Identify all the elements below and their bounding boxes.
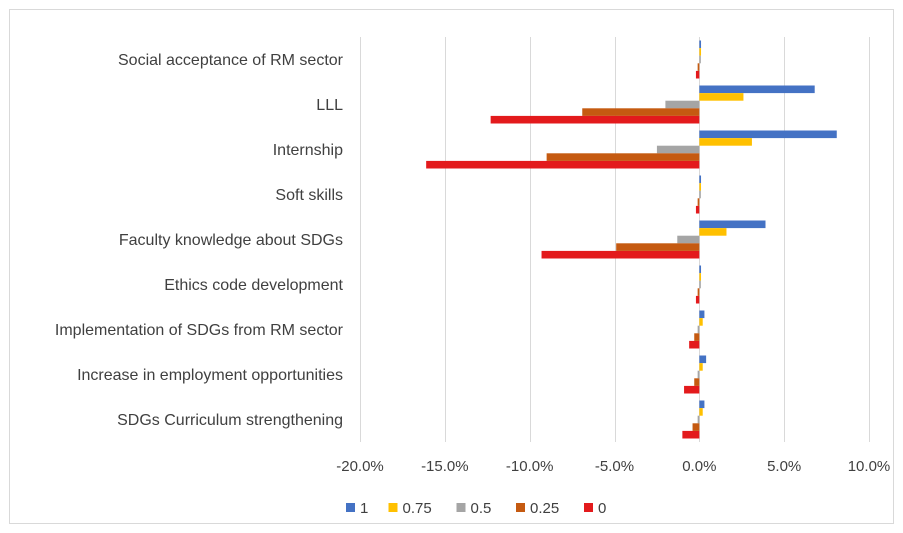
bar-0.75 bbox=[699, 363, 702, 371]
bar-0.5 bbox=[699, 56, 701, 64]
legend-label: 0.5 bbox=[471, 500, 492, 517]
bar-0 bbox=[426, 161, 699, 169]
bar-0.25 bbox=[694, 333, 699, 341]
bar-0 bbox=[491, 116, 700, 124]
category-label: Internship bbox=[273, 142, 343, 159]
legend-label: 0 bbox=[598, 500, 606, 517]
bar-0 bbox=[682, 431, 699, 439]
bars bbox=[426, 41, 837, 439]
legend-swatch-1 bbox=[346, 503, 355, 512]
category-label: Faculty knowledge about SDGs bbox=[119, 232, 343, 249]
bar-0.5 bbox=[698, 326, 700, 334]
x-tick-label: 0.0% bbox=[682, 458, 716, 475]
bar-0.75 bbox=[699, 273, 701, 281]
legend-label: 0.25 bbox=[530, 500, 559, 517]
category-label: Social acceptance of RM sector bbox=[118, 52, 344, 69]
legend: 1 0.75 0.5 0.25 0 bbox=[346, 500, 606, 517]
x-tick-label: -5.0% bbox=[595, 458, 634, 475]
bar-0.75 bbox=[699, 183, 701, 191]
bar-0.75 bbox=[699, 318, 702, 326]
legend-swatch-0.5 bbox=[457, 503, 466, 512]
bar-0.25 bbox=[694, 378, 699, 386]
bar-0.25 bbox=[582, 108, 699, 116]
bar-0.5 bbox=[665, 101, 699, 109]
gridlines bbox=[361, 37, 870, 442]
bar-0.25 bbox=[547, 153, 700, 161]
bar-0.5 bbox=[699, 191, 701, 199]
x-tick-label: 5.0% bbox=[767, 458, 801, 475]
category-label: Soft skills bbox=[275, 187, 343, 204]
bar-0.25 bbox=[698, 63, 700, 71]
x-tick-label: -20.0% bbox=[336, 458, 384, 475]
bar-0 bbox=[696, 206, 699, 214]
bar-0.5 bbox=[698, 371, 700, 379]
bar-1 bbox=[699, 356, 706, 364]
bar-1 bbox=[699, 86, 814, 94]
legend-swatch-0.25 bbox=[516, 503, 525, 512]
bar-0.5 bbox=[699, 281, 701, 289]
category-label: Implementation of SDGs from RM sector bbox=[55, 322, 344, 339]
x-tick-label: -15.0% bbox=[421, 458, 469, 475]
category-labels: Social acceptance of RM sector LLL Interns… bbox=[55, 52, 344, 429]
category-label: Increase in employment opportunities bbox=[77, 367, 343, 384]
x-axis-tick-labels: -20.0% -15.0% -10.0% -5.0% 0.0% 5.0% 10.0% bbox=[336, 458, 890, 475]
bar-0.75 bbox=[699, 138, 752, 146]
bar-1 bbox=[699, 131, 836, 139]
legend-swatch-0 bbox=[584, 503, 593, 512]
bar-0.25 bbox=[616, 243, 699, 251]
legend-label: 0.75 bbox=[403, 500, 432, 517]
bar-1 bbox=[699, 176, 701, 184]
bar-1 bbox=[699, 221, 765, 229]
category-label: Ethics code development bbox=[164, 277, 343, 294]
bar-0.75 bbox=[699, 93, 743, 101]
bar-0.75 bbox=[699, 48, 701, 56]
bar-0.75 bbox=[699, 408, 702, 416]
legend-label: 1 bbox=[360, 500, 368, 517]
bar-0.5 bbox=[698, 416, 700, 424]
bar-1 bbox=[699, 311, 704, 319]
bar-0 bbox=[696, 71, 699, 79]
bar-0 bbox=[689, 341, 699, 349]
category-label: LLL bbox=[316, 97, 343, 114]
bar-0.5 bbox=[677, 236, 699, 244]
bar-1 bbox=[699, 401, 704, 409]
bar-0.25 bbox=[698, 198, 700, 206]
bar-0.25 bbox=[698, 288, 700, 296]
category-label: SDGs Curriculum strengthening bbox=[117, 412, 343, 429]
x-tick-label: 10.0% bbox=[848, 458, 891, 475]
bar-0.75 bbox=[699, 228, 726, 236]
bar-1 bbox=[699, 41, 701, 49]
bar-0.25 bbox=[693, 423, 700, 431]
bar-0.5 bbox=[657, 146, 699, 154]
bar-1 bbox=[699, 266, 701, 274]
x-tick-label: -10.0% bbox=[506, 458, 554, 475]
bar-0 bbox=[684, 386, 699, 394]
legend-swatch-0.75 bbox=[389, 503, 398, 512]
bar-0 bbox=[696, 296, 699, 304]
bar-0 bbox=[542, 251, 700, 259]
